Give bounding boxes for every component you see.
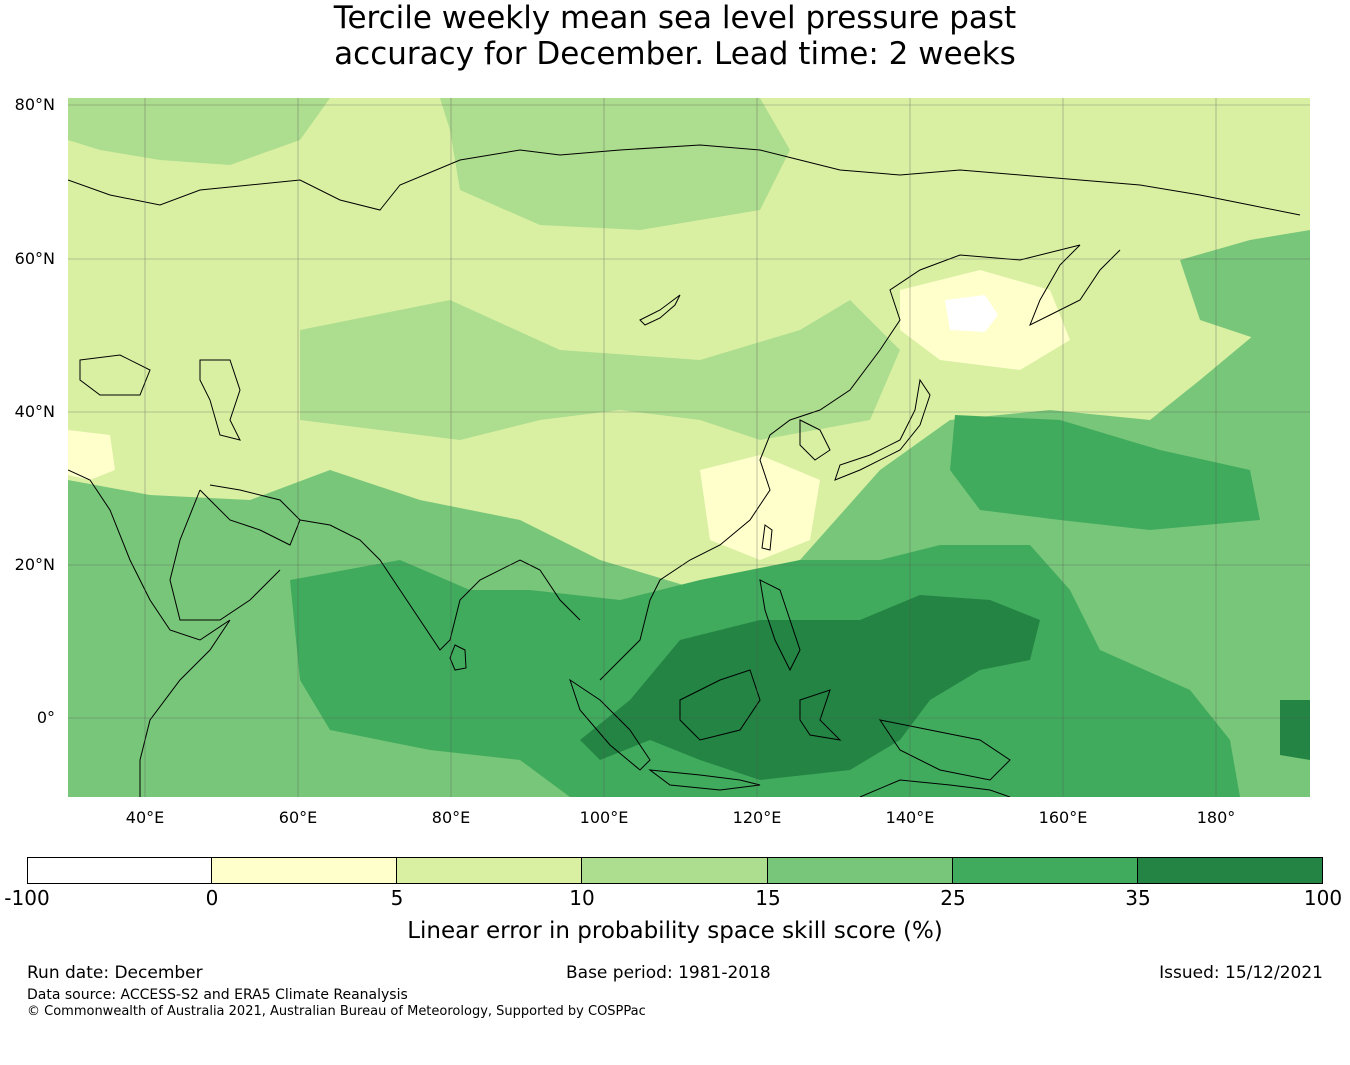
- colorbar-swatch: [1138, 857, 1323, 884]
- lon-label: 140°E: [886, 808, 935, 827]
- field-0-5-arabia: [68, 430, 115, 480]
- colorbar-swatch: [768, 857, 953, 884]
- lat-labels: 80°N 60°N 40°N 20°N 0°: [15, 95, 55, 727]
- title-line-2: accuracy for December. Lead time: 2 week…: [334, 36, 1016, 72]
- field-neg-okhotsk: [945, 295, 998, 332]
- coastline-new-guinea: [878, 719, 1011, 781]
- colorbar-swatch: [953, 857, 1138, 884]
- coastline-java: [648, 769, 761, 791]
- coastline-taiwan: [761, 524, 773, 551]
- lat-label: 40°N: [15, 402, 55, 421]
- field-35-100-maritime: [580, 595, 1040, 780]
- map-title: Tercile weekly mean sea level pressure p…: [0, 0, 1350, 72]
- colorbar-swatch: [212, 857, 397, 884]
- coastline-borneo: [679, 669, 761, 741]
- coastline-caspian: [199, 359, 241, 441]
- colorbar-swatch: [27, 857, 212, 884]
- coastline-kamchatka: [1029, 244, 1121, 327]
- copyright: © Commonwealth of Australia 2021, Austra…: [27, 1004, 646, 1019]
- field-10-15-nw: [68, 98, 330, 165]
- coastline-australia: [859, 779, 1011, 797]
- skill-score-map: 80°N 60°N 40°N 20°N 0° 40°E 60°E 80°E 10…: [15, 95, 1310, 827]
- coastline-baikal: [639, 294, 681, 326]
- coastline-sulawesi: [799, 689, 842, 741]
- coastline-philippines: [759, 579, 801, 672]
- coastline-black-sea: [79, 354, 151, 396]
- data-source: Data source: ACCESS-S2 and ERA5 Climate …: [27, 987, 408, 1003]
- lat-label: 20°N: [15, 555, 55, 574]
- colorbar: [27, 857, 1323, 884]
- issued-date: Issued: 15/12/2021: [1159, 963, 1323, 983]
- lon-labels: 40°E 60°E 80°E 100°E 120°E 140°E 160°E 1…: [126, 808, 1236, 827]
- colorbar-label: Linear error in probability space skill …: [407, 918, 943, 944]
- coastline-india: [299, 519, 581, 651]
- coastline-africa-east: [68, 469, 231, 797]
- coastline-arabia: [169, 484, 301, 621]
- colorbar-tick: 10: [569, 886, 595, 910]
- field-15-25-pacific-nw: [1180, 230, 1310, 340]
- lat-label: 0°: [37, 708, 55, 727]
- lon-label: 180°: [1197, 808, 1236, 827]
- lon-label: 120°E: [733, 808, 782, 827]
- coastline-sumatra: [569, 678, 651, 771]
- field-10-15-north: [440, 98, 790, 230]
- lon-label: 60°E: [279, 808, 317, 827]
- skill-field: [68, 98, 1310, 797]
- coastline-japan: [834, 378, 931, 481]
- colorbar-tick: 15: [755, 886, 781, 910]
- title-line-1: Tercile weekly mean sea level pressure p…: [333, 0, 1017, 36]
- coastline-arctic: [68, 144, 1301, 216]
- lon-label: 40°E: [126, 808, 164, 827]
- field-35-100-far-east: [1280, 700, 1310, 760]
- run-date: Run date: December: [27, 963, 203, 983]
- lon-label: 160°E: [1039, 808, 1088, 827]
- colorbar-swatch: [397, 857, 582, 884]
- colorbar-tick: 100: [1303, 886, 1343, 910]
- graticule: [68, 98, 1310, 797]
- colorbar-tick: 0: [205, 886, 219, 910]
- field-0-5-china: [700, 455, 820, 560]
- lat-label: 60°N: [15, 249, 55, 268]
- colorbar-tick: 35: [1125, 886, 1151, 910]
- lon-label: 80°E: [432, 808, 470, 827]
- coastline-korea: [799, 419, 831, 461]
- lat-label: 80°N: [15, 95, 55, 114]
- base-period: Base period: 1981-2018: [566, 963, 771, 983]
- field-10-15-central: [300, 300, 900, 440]
- lon-label: 100°E: [580, 808, 629, 827]
- colorbar-tick: -100: [4, 886, 50, 910]
- colorbar-swatch: [582, 857, 768, 884]
- field-25-35-east: [950, 415, 1260, 530]
- colorbar-tick: 5: [390, 886, 404, 910]
- colorbar-tick: 25: [940, 886, 966, 910]
